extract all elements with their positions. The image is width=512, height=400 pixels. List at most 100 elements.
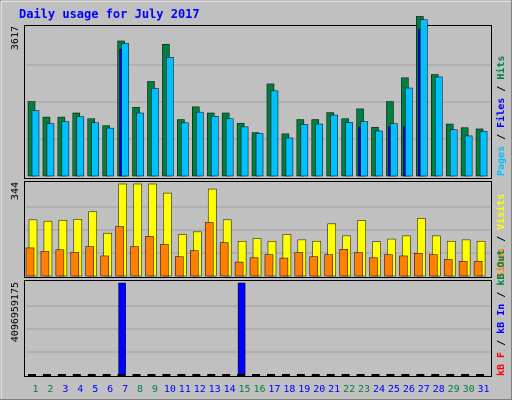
- bar-sites-day-20: [309, 256, 319, 277]
- bar-sites-day-18: [279, 257, 289, 277]
- x-tick-day-12: 12: [194, 384, 206, 395]
- kb-baseline-marker-day-14: [222, 374, 231, 376]
- x-tick-day-20: 20: [313, 384, 325, 395]
- kbytes-panel-ymax-label: 4096959175: [10, 282, 21, 342]
- x-tick-day-14: 14: [224, 384, 236, 395]
- x-tick-day-8: 8: [137, 384, 143, 395]
- kb-baseline-marker-day-27: [416, 374, 425, 376]
- kb-baseline-marker-day-2: [42, 374, 51, 376]
- bar-pages-day-27: [420, 19, 428, 177]
- bar-sites-day-17: [264, 254, 274, 277]
- x-tick-day-18: 18: [283, 384, 295, 395]
- kb-baseline-marker-day-25: [386, 374, 395, 376]
- bar-sites-day-25: [384, 254, 393, 277]
- bar-sites-day-9: [145, 236, 154, 277]
- chart-title: Daily usage for July 2017: [19, 7, 200, 21]
- x-tick-day-22: 22: [343, 384, 355, 395]
- x-tick-day-3: 3: [62, 384, 68, 395]
- bar-pages-day-5: [91, 122, 99, 177]
- kb-baseline-marker-day-12: [192, 374, 201, 376]
- bar-pages-day-11: [181, 122, 189, 177]
- x-tick-day-15: 15: [239, 384, 251, 395]
- kb-baseline-marker-day-28: [431, 374, 440, 376]
- visits-panel-ymax-label: 344: [10, 182, 21, 200]
- kb-baseline-marker-day-3: [57, 374, 66, 376]
- bar-sites-day-15: [234, 261, 244, 277]
- bar-pages-day-23: [360, 121, 368, 177]
- x-tick-day-21: 21: [328, 384, 340, 395]
- x-tick-day-29: 29: [448, 384, 460, 395]
- bar-sites-day-8: [130, 246, 139, 277]
- bar-sites-day-3: [55, 249, 65, 277]
- baseline-layer: [28, 374, 485, 376]
- bar-pages-day-2: [46, 123, 55, 177]
- kb-baseline-marker-day-24: [371, 374, 380, 376]
- kb-baseline-marker-day-21: [326, 374, 335, 376]
- x-tick-day-16: 16: [253, 384, 265, 395]
- bar-pages-day-10: [166, 57, 174, 177]
- kb-baseline-marker-day-11: [177, 374, 186, 376]
- bar-pages-day-19: [300, 124, 309, 177]
- kb-baseline-marker-day-10: [162, 374, 171, 376]
- kb-baseline-marker-day-20: [311, 374, 320, 376]
- bar-sites-day-11: [175, 256, 184, 277]
- kb-baseline-marker-day-17: [266, 374, 275, 376]
- bar-pages-day-15: [240, 126, 249, 177]
- legend-hits: Hits: [495, 56, 507, 80]
- bar-pages-day-4: [76, 116, 85, 177]
- kb-baseline-marker-day-7: [117, 374, 126, 376]
- bar-pages-day-29: [449, 129, 458, 177]
- x-tick-day-24: 24: [373, 384, 385, 395]
- legend-files: Files: [495, 98, 507, 128]
- bar-sites-day-21: [324, 254, 333, 277]
- bar-sites-day-2: [40, 251, 50, 277]
- x-tick-day-1: 1: [32, 384, 38, 395]
- kb-baseline-marker-day-22: [341, 374, 350, 376]
- x-tick-day-30: 30: [463, 384, 475, 395]
- kb-baseline-marker-day-9: [147, 374, 156, 376]
- bar-sites-day-28: [429, 254, 438, 277]
- bar-sites-day-13: [204, 222, 214, 277]
- x-tick-day-28: 28: [433, 384, 445, 395]
- x-tick-day-2: 2: [47, 384, 53, 395]
- bar-sites-day-24: [369, 257, 378, 277]
- bar-sites-day-10: [160, 244, 169, 277]
- kb-baseline-marker-day-6: [102, 374, 111, 376]
- hits-panel-legend: Pages / Files / Hits: [495, 56, 507, 176]
- x-axis-ticks: 1 2 3 4 5 6 7 8 9 10 11 12 13 14 15 16 17 18 19 20 21 22 23 24 2…: [32, 384, 489, 395]
- bar-pages-day-7: [121, 43, 129, 177]
- bar-sites-day-27: [414, 253, 423, 277]
- bar-pages-day-26: [405, 87, 413, 177]
- x-tick-day-23: 23: [358, 384, 370, 395]
- bar-sites-day-7: [115, 226, 124, 277]
- bar-pages-day-21: [330, 114, 338, 177]
- bar-sites-day-12: [190, 250, 199, 277]
- bar-pages-day-20: [315, 123, 324, 177]
- bar-pages-day-8: [136, 112, 144, 177]
- bar-sites-day-26: [399, 255, 408, 277]
- bar-pages-day-6: [106, 127, 114, 177]
- kb-baseline-marker-day-18: [281, 374, 290, 376]
- bar-pages-day-22: [345, 122, 353, 177]
- bar-sites-day-1: [25, 247, 35, 277]
- bar-kb-in-day-7: [118, 282, 126, 376]
- kb-baseline-marker-day-29: [446, 374, 455, 376]
- bar-pages-day-1: [31, 110, 40, 177]
- x-tick-day-11: 11: [179, 384, 191, 395]
- bar-pages-day-14: [225, 118, 234, 177]
- x-tick-day-4: 4: [77, 384, 83, 395]
- bar-pages-day-16: [255, 133, 264, 177]
- bar-sites-day-16: [249, 257, 259, 277]
- bar-sites-day-14: [219, 242, 229, 277]
- kb-baseline-marker-day-1: [28, 374, 36, 376]
- kb-baseline-marker-day-4: [72, 374, 81, 376]
- x-tick-day-27: 27: [418, 384, 430, 395]
- bar-pages-day-13: [210, 116, 219, 177]
- bar-sites-day-22: [339, 249, 348, 277]
- x-tick-day-7: 7: [122, 384, 128, 395]
- legend-visits: Visits: [495, 194, 507, 230]
- kb-baseline-marker-day-16: [252, 374, 261, 376]
- x-tick-day-13: 13: [209, 384, 221, 395]
- bar-sites-day-19: [294, 252, 304, 277]
